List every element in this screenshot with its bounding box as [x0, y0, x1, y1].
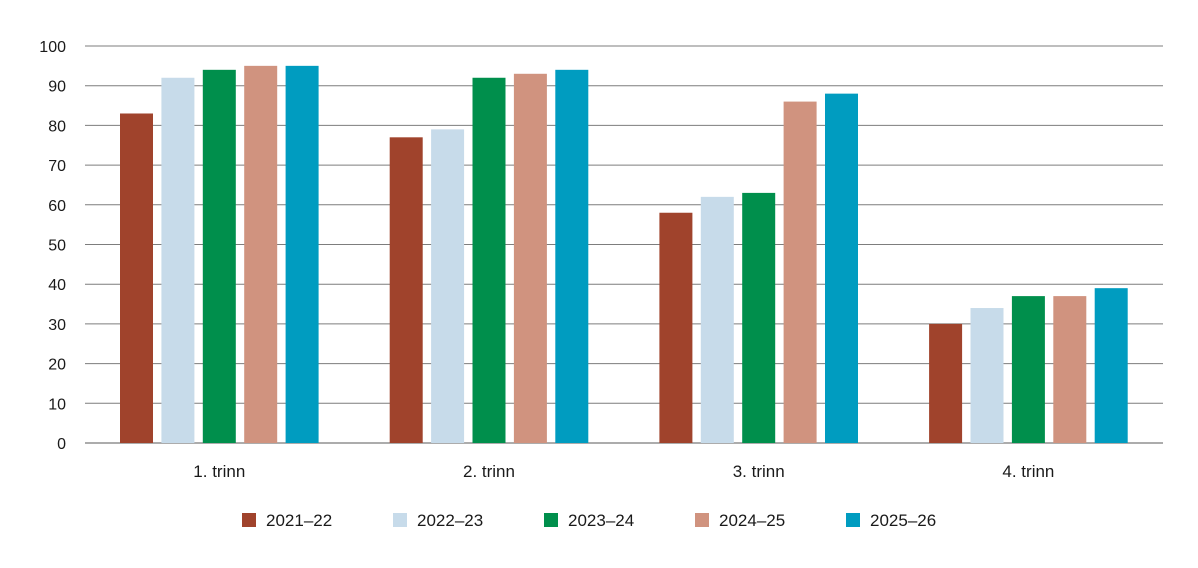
- bar: [472, 77, 506, 443]
- legend-label: 2025–26: [870, 511, 936, 530]
- bar: [161, 77, 195, 443]
- bar: [825, 93, 858, 443]
- bar: [742, 192, 776, 443]
- bar: [513, 73, 547, 443]
- legend-label: 2021–22: [266, 511, 332, 530]
- bar: [285, 65, 319, 443]
- y-tick-label: 20: [48, 357, 66, 374]
- bar: [431, 129, 465, 443]
- y-tick-label: 60: [48, 198, 66, 215]
- legend-swatch: [695, 513, 709, 527]
- legend-label: 2022–23: [417, 511, 483, 530]
- x-axis: 1. trinn 2. trinn 3. trinn 4. trinn: [193, 462, 1054, 481]
- bar: [389, 137, 423, 443]
- y-tick-label: 10: [48, 396, 66, 413]
- bars: [120, 65, 1128, 444]
- bar: [659, 212, 693, 443]
- y-tick-label: 50: [48, 238, 66, 255]
- legend-swatch: [544, 513, 558, 527]
- y-tick-label: 90: [48, 79, 66, 96]
- y-tick-label: 70: [48, 158, 66, 175]
- bar: [120, 113, 153, 444]
- legend-swatch: [242, 513, 256, 527]
- x-category-label: 1. trinn: [193, 462, 245, 481]
- y-tick-label: 0: [57, 436, 66, 453]
- bar: [202, 69, 236, 443]
- bar: [555, 69, 589, 443]
- bar: [244, 65, 278, 443]
- y-tick-label: 30: [48, 317, 66, 334]
- y-tick-label: 40: [48, 277, 66, 294]
- legend-swatch: [393, 513, 407, 527]
- legend-swatch: [846, 513, 860, 527]
- bar: [1053, 296, 1087, 443]
- bar: [929, 323, 963, 443]
- x-category-label: 2. trinn: [463, 462, 515, 481]
- bar: [1094, 288, 1128, 443]
- legend: 2021–22 2022–23 2023–24 2024–25 2025–26: [242, 511, 936, 530]
- legend-label: 2024–25: [719, 511, 785, 530]
- y-tick-label: 100: [39, 39, 66, 56]
- bar: [970, 308, 1004, 443]
- x-category-label: 3. trinn: [733, 462, 785, 481]
- bar: [1011, 296, 1045, 443]
- bar: [700, 196, 734, 443]
- x-category-label: 4. trinn: [1002, 462, 1054, 481]
- y-axis: 0 10 20 30 40 50 60 70 80 90 100: [39, 39, 66, 453]
- legend-label: 2023–24: [568, 511, 634, 530]
- bar: [783, 101, 817, 443]
- y-tick-label: 80: [48, 118, 66, 135]
